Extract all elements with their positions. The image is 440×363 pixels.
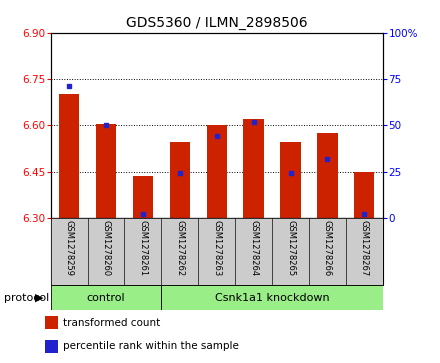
Text: GSM1278267: GSM1278267: [360, 220, 369, 276]
Bar: [243, 119, 264, 218]
Bar: [88, 218, 125, 285]
Bar: [51, 218, 88, 285]
Bar: [96, 124, 116, 218]
Bar: [45, 316, 58, 329]
Bar: [59, 94, 79, 218]
Text: GSM1278264: GSM1278264: [249, 220, 258, 276]
Text: transformed count: transformed count: [63, 318, 160, 328]
Text: GSM1278261: GSM1278261: [138, 220, 147, 276]
Bar: [51, 285, 161, 310]
Bar: [309, 218, 346, 285]
Text: GSM1278262: GSM1278262: [175, 220, 184, 276]
Bar: [161, 285, 383, 310]
Bar: [133, 176, 153, 218]
Bar: [280, 142, 301, 218]
Text: GSM1278263: GSM1278263: [212, 220, 221, 276]
Bar: [125, 218, 161, 285]
Text: percentile rank within the sample: percentile rank within the sample: [63, 341, 238, 351]
Text: GSM1278266: GSM1278266: [323, 220, 332, 276]
Text: GSM1278260: GSM1278260: [102, 220, 110, 276]
Bar: [346, 218, 383, 285]
Bar: [170, 142, 190, 218]
Bar: [272, 218, 309, 285]
Text: control: control: [87, 293, 125, 303]
Text: protocol: protocol: [4, 293, 50, 303]
Bar: [198, 218, 235, 285]
Text: ▶: ▶: [35, 293, 44, 303]
Text: GSM1278259: GSM1278259: [65, 220, 73, 276]
Bar: [206, 125, 227, 218]
Title: GDS5360 / ILMN_2898506: GDS5360 / ILMN_2898506: [126, 16, 308, 30]
Bar: [45, 340, 58, 353]
Bar: [354, 171, 374, 218]
Text: GSM1278265: GSM1278265: [286, 220, 295, 276]
Bar: [161, 218, 198, 285]
Bar: [235, 218, 272, 285]
Bar: [317, 133, 337, 218]
Text: Csnk1a1 knockdown: Csnk1a1 knockdown: [215, 293, 330, 303]
